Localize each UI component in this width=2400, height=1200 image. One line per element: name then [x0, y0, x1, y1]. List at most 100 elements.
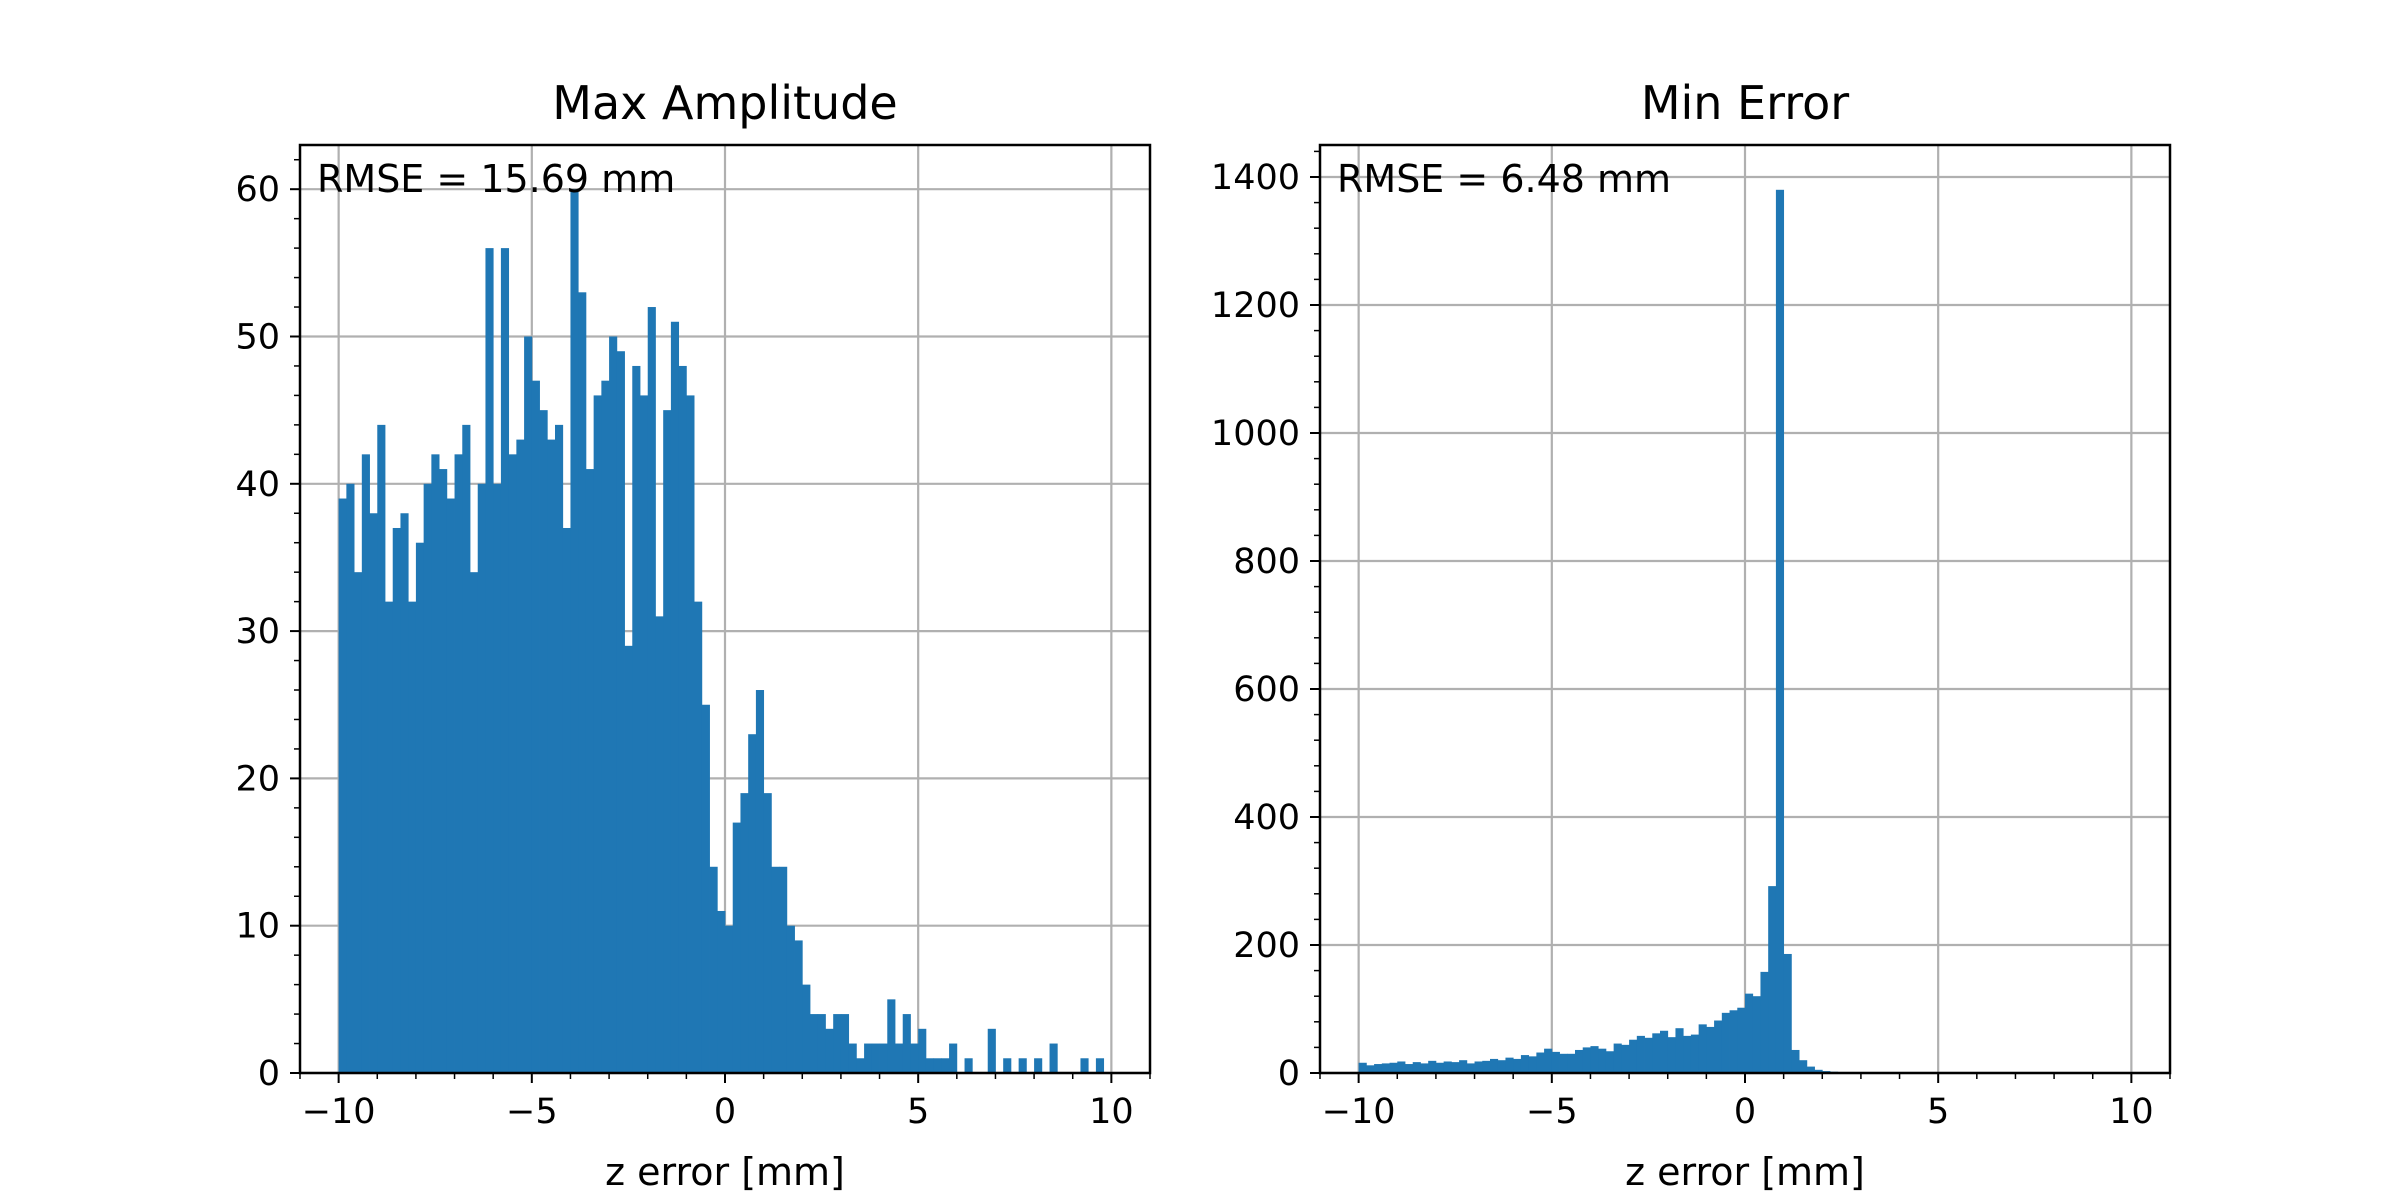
histogram-bar: [1745, 993, 1754, 1073]
histogram-bar: [593, 395, 602, 1073]
histogram-bar: [732, 822, 741, 1073]
x-tick-label: −5: [1526, 1092, 1578, 1132]
histogram-bar: [840, 1014, 850, 1073]
histogram-bar: [1080, 1058, 1089, 1073]
histogram-bar: [462, 424, 471, 1073]
histogram-bar: [1582, 1047, 1591, 1073]
histogram-bar: [1675, 1028, 1684, 1073]
y-tick-label: 1200: [1211, 286, 1300, 326]
histogram-bar: [1505, 1057, 1514, 1073]
histogram-panel-min-error: −10 −5 0 5 10 0 200 400 600 800 1000 1200 1400 Min E…: [1211, 76, 2172, 1194]
histogram-bar: [1397, 1061, 1406, 1073]
x-tick-label: 0: [1734, 1092, 1756, 1132]
histogram-bar: [1775, 189, 1785, 1074]
histogram-bar: [1814, 1069, 1823, 1073]
histogram-bar: [1605, 1051, 1615, 1073]
histogram-bar: [987, 1028, 996, 1073]
histogram-bar: [423, 483, 432, 1073]
histogram-bar: [555, 424, 564, 1073]
rmse-annotation: RMSE = 15.69 mm: [317, 157, 675, 201]
histogram-bar: [725, 925, 734, 1073]
y-tick-label: 0: [1278, 1054, 1300, 1094]
x-tick-label: 5: [907, 1092, 929, 1132]
histogram-bar: [1544, 1048, 1553, 1073]
histogram-bar: [663, 410, 672, 1074]
histogram-bar: [1752, 996, 1761, 1073]
y-tick-label: 200: [1233, 926, 1300, 966]
histogram-bar: [910, 1043, 919, 1073]
histogram-bar: [562, 527, 571, 1073]
histogram-bar: [624, 645, 633, 1073]
histogram-bar: [949, 1043, 958, 1073]
histogram-bar: [1420, 1063, 1429, 1073]
histogram-bar: [1799, 1060, 1808, 1073]
histogram-bar: [539, 410, 548, 1074]
histogram-panel-max-amplitude: −10 −5 0 5 10 0 10 20 30 40 50 60 Max Amplitude z e…: [235, 76, 1152, 1194]
histogram-bar: [902, 1014, 911, 1073]
histogram-bar: [1381, 1063, 1390, 1073]
histogram-bar: [1443, 1061, 1452, 1073]
histogram-bar: [864, 1043, 873, 1073]
histogram-bar: [779, 866, 788, 1073]
histogram-bar: [578, 292, 587, 1073]
histogram-bar: [655, 616, 664, 1073]
x-axis-label: z error [mm]: [1625, 1150, 1865, 1194]
histogram-bar: [771, 866, 780, 1073]
y-tick-label: 10: [235, 907, 280, 947]
y-tick-label: 600: [1233, 670, 1300, 710]
histogram-bar: [918, 1028, 927, 1073]
x-tick-label: −5: [506, 1092, 558, 1132]
y-tick-label: 30: [235, 612, 280, 652]
histogram-bar: [1575, 1049, 1584, 1073]
histogram-bar: [516, 439, 525, 1074]
histogram-bar: [1721, 1012, 1730, 1073]
histogram-bar: [709, 866, 718, 1073]
axis-ticks: −10 −5 0 5 10 0 200 400 600 800 1000 1200 1400: [1211, 150, 2171, 1132]
histogram-bar: [833, 1014, 842, 1073]
histogram-bar: [547, 439, 556, 1074]
histogram-bar: [1497, 1060, 1506, 1073]
histogram-bar: [1621, 1044, 1630, 1073]
histogram-bar: [632, 365, 641, 1073]
histogram-bars: [1358, 189, 1862, 1074]
histogram-bar: [431, 454, 440, 1073]
histogram-bar: [933, 1058, 942, 1073]
y-tick-label: 1400: [1211, 158, 1300, 198]
histogram-bar: [1683, 1035, 1692, 1073]
histogram-bar: [500, 248, 510, 1074]
histogram-bar: [601, 380, 610, 1074]
histogram-bar: [1783, 953, 1792, 1073]
histogram-bar: [1729, 1010, 1738, 1073]
histogram-bar: [400, 513, 409, 1073]
histogram-bar: [1513, 1058, 1522, 1073]
histogram-bar: [879, 1043, 888, 1073]
histogram-bar: [1459, 1060, 1468, 1073]
histogram-bar: [1451, 1062, 1460, 1073]
histogram-bar: [848, 1043, 857, 1073]
histogram-bar: [1482, 1060, 1491, 1073]
x-tick-label: 10: [2109, 1092, 2154, 1132]
histogram-bar: [1644, 1037, 1653, 1073]
histogram-bar: [1791, 1049, 1800, 1073]
histogram-bar: [670, 321, 680, 1073]
histogram-bar: [1629, 1039, 1638, 1073]
histogram-bar: [524, 336, 533, 1073]
histogram-bar: [686, 395, 695, 1073]
y-tick-label: 0: [258, 1054, 280, 1094]
histogram-bar: [825, 1028, 834, 1073]
x-tick-label: −10: [302, 1092, 376, 1132]
histogram-bar: [678, 365, 687, 1073]
histogram-bar: [941, 1058, 950, 1073]
histogram-bar: [1405, 1064, 1414, 1073]
histogram-bar: [1490, 1058, 1499, 1073]
x-tick-label: −10: [1322, 1092, 1396, 1132]
x-tick-label: 5: [1927, 1092, 1949, 1132]
histogram-bar: [1435, 1062, 1445, 1073]
histogram-bar: [701, 704, 710, 1073]
histogram-bar: [1412, 1062, 1421, 1073]
histogram-bar: [794, 940, 803, 1073]
histogram-bar: [1466, 1063, 1475, 1073]
histogram-bar: [1667, 1037, 1676, 1073]
histogram-bar: [1690, 1034, 1700, 1073]
